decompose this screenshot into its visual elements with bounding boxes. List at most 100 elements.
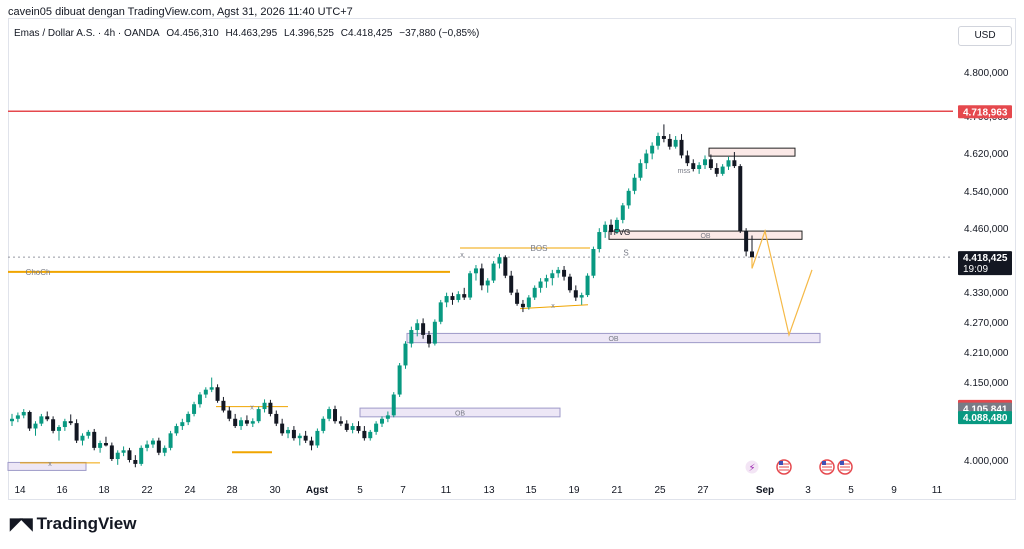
candle bbox=[573, 285, 578, 301]
candle bbox=[667, 134, 672, 150]
candle bbox=[303, 430, 308, 444]
x-tick-label: 11 bbox=[441, 485, 452, 496]
candle bbox=[562, 266, 567, 281]
zone-label: OB bbox=[608, 336, 618, 343]
candle-body bbox=[244, 420, 249, 424]
candle-body bbox=[109, 445, 114, 460]
candle-body bbox=[250, 421, 255, 424]
candle-body bbox=[720, 166, 725, 174]
x-tick-label: 19 bbox=[568, 485, 580, 496]
candle bbox=[244, 415, 249, 427]
candle-body bbox=[380, 418, 384, 424]
candle bbox=[180, 418, 185, 430]
candle-body bbox=[626, 190, 631, 206]
candle bbox=[509, 270, 514, 296]
candle bbox=[550, 269, 555, 286]
candle-body bbox=[180, 422, 185, 427]
x-tick-label: 9 bbox=[891, 485, 897, 496]
currency-button[interactable]: USD bbox=[958, 26, 1012, 46]
candle-body bbox=[391, 394, 396, 416]
y-tick-label: 4.460,000 bbox=[964, 224, 1009, 235]
annotation-label: BOS bbox=[531, 244, 548, 253]
candle-body bbox=[74, 423, 79, 441]
candle-body bbox=[438, 302, 443, 322]
candle bbox=[544, 274, 549, 288]
low-value: L4.396,525 bbox=[283, 28, 334, 39]
candle-body bbox=[515, 292, 520, 304]
candle-body bbox=[714, 168, 719, 174]
price-tag-bg bbox=[958, 411, 1012, 425]
candle bbox=[685, 150, 690, 167]
candle bbox=[10, 413, 14, 427]
annotation-label: ChoCh bbox=[26, 268, 51, 277]
candle bbox=[309, 436, 314, 451]
candle-body bbox=[750, 251, 754, 258]
candle-body bbox=[485, 280, 490, 286]
candle-body bbox=[286, 429, 291, 434]
candle bbox=[703, 155, 708, 169]
candle bbox=[327, 406, 332, 422]
candle bbox=[503, 255, 508, 279]
candle bbox=[156, 437, 161, 456]
candle bbox=[109, 442, 114, 461]
candle bbox=[650, 142, 655, 160]
candle bbox=[597, 228, 602, 253]
projection-path bbox=[751, 228, 813, 338]
candle-body bbox=[62, 421, 67, 428]
candle-body bbox=[150, 440, 155, 445]
candle bbox=[291, 426, 296, 441]
brand-label: TradingView bbox=[36, 514, 137, 533]
candle-body bbox=[256, 409, 261, 422]
symbol-name[interactable]: Emas / Dollar A.S. · 4h · OANDA bbox=[14, 28, 160, 39]
candle bbox=[221, 396, 226, 413]
tradingview-logo[interactable]: ◤◥ TradingView bbox=[10, 514, 136, 534]
candle-body bbox=[409, 330, 414, 344]
candle bbox=[679, 134, 684, 159]
candle bbox=[368, 429, 373, 441]
candle bbox=[579, 292, 584, 305]
annotation-label: S bbox=[623, 248, 628, 257]
zone-label: OB bbox=[700, 233, 710, 240]
candle bbox=[497, 253, 502, 269]
candle bbox=[450, 292, 455, 305]
candle bbox=[174, 423, 179, 436]
candle-body bbox=[479, 268, 484, 286]
high-value: H4.463,295 bbox=[225, 28, 278, 39]
candle bbox=[661, 124, 666, 143]
candle-body bbox=[650, 145, 655, 154]
candle-body bbox=[203, 389, 208, 395]
x-tick-label: Sep bbox=[756, 485, 774, 496]
candle bbox=[415, 319, 420, 337]
annotation-label: x bbox=[48, 461, 52, 468]
x-tick-label: 25 bbox=[654, 485, 666, 496]
attribution-text: cavein05 dibuat dengan TradingView.com, … bbox=[8, 6, 353, 18]
candle-body bbox=[86, 431, 91, 436]
annotation-label: x bbox=[551, 303, 555, 310]
candle bbox=[80, 433, 85, 446]
candle bbox=[98, 440, 103, 453]
candle-body bbox=[432, 321, 437, 344]
chart-frame bbox=[8, 18, 1016, 500]
x-tick-label: 28 bbox=[226, 485, 238, 496]
candle-body bbox=[708, 159, 713, 169]
candle-body bbox=[98, 443, 103, 448]
candle-body bbox=[491, 263, 496, 281]
candle-body bbox=[673, 139, 678, 147]
candle bbox=[145, 440, 150, 452]
tv-logo-icon: ◤◥ bbox=[10, 516, 33, 533]
order-block-zone bbox=[359, 407, 561, 418]
candle-body bbox=[744, 231, 749, 252]
candle-body bbox=[15, 415, 20, 419]
candle bbox=[192, 401, 197, 417]
candle bbox=[51, 416, 56, 434]
candle-body bbox=[532, 287, 537, 298]
candle-body bbox=[614, 219, 619, 233]
candle bbox=[432, 319, 437, 346]
x-tick-label: 13 bbox=[483, 485, 495, 496]
candle-body bbox=[56, 427, 61, 431]
candle-body bbox=[550, 273, 555, 279]
candle-body bbox=[344, 423, 349, 430]
price-tag-label: 4.105,841 bbox=[963, 405, 1008, 416]
candle bbox=[280, 418, 285, 436]
